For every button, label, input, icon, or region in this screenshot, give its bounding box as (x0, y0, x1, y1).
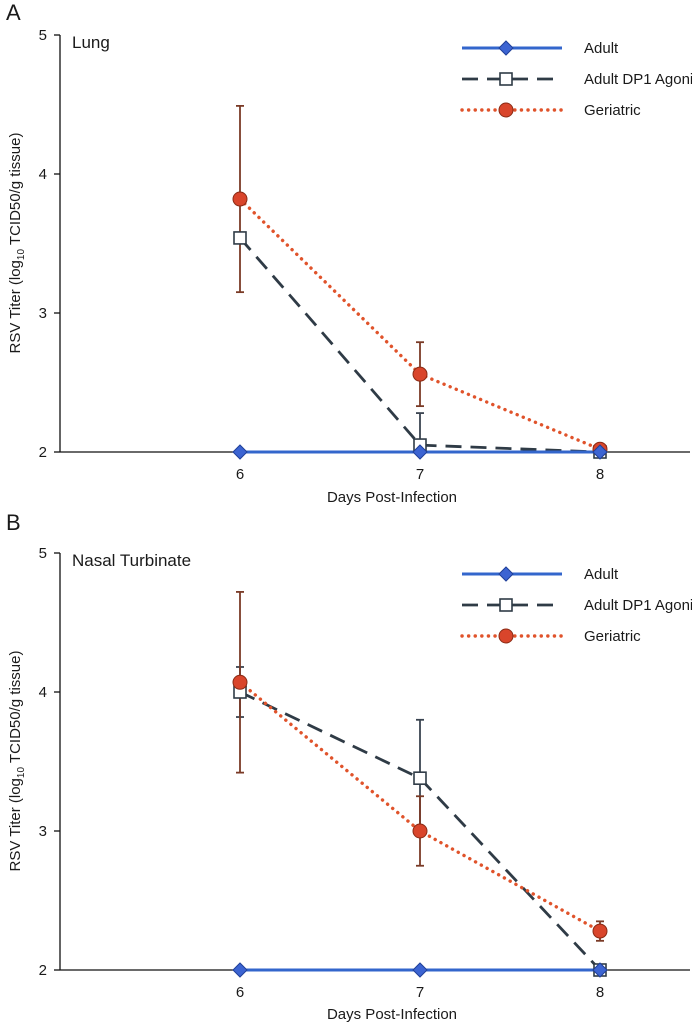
panel-a-legend-adult-marker (498, 40, 514, 56)
panel-b-legend-adult-label: Adult (584, 566, 619, 583)
panel-b-legend: Adult Adult DP1 Agonist Geriatric (460, 566, 692, 645)
panel-b-adult-point-7 (412, 962, 428, 978)
panel-b-ytick-label-5: 5 (39, 545, 47, 562)
panel-a-legend-adult-label: Adult (584, 40, 619, 57)
panel-a-legend-geriatric-marker (498, 102, 514, 118)
panel-b-xtick-label-8: 8 (596, 984, 604, 1001)
panel-b-x-title: Days Post-Infection (327, 1006, 457, 1023)
panel-a-agonist-point-6 (233, 231, 247, 245)
panel-b-ytick-label-3: 3 (39, 823, 47, 840)
panel-b-legend-agonist-label: Adult DP1 Agonist (584, 597, 692, 614)
panel-a-legend-agonist-label: Adult DP1 Agonist (584, 71, 692, 88)
panel-a-y-title-pre: RSV Titer (log (7, 260, 24, 353)
panel-b-legend-geriatric-label: Geriatric (584, 628, 641, 645)
panel-a-xtick-label-6: 6 (236, 466, 244, 483)
panel-b-geriatric-point-7 (412, 823, 428, 839)
panel-a-x-title: Days Post-Infection (327, 489, 457, 506)
panel-b-legend-agonist-marker (499, 598, 513, 612)
panel-b-geriatric-point-8 (592, 923, 608, 939)
panel-b-agonist-point-7 (413, 771, 427, 785)
panel-b-y-title-post: TCID50/g tissue) (7, 651, 24, 767)
panel-b-ytick-label-2: 2 (39, 962, 47, 979)
panel-a-geriatric-point-7 (412, 366, 428, 382)
panel-a-ytick-label-4: 4 (39, 166, 47, 183)
panel-b-ytick-label-4: 4 (39, 684, 47, 701)
panel-b-xtick-label-6: 6 (236, 984, 244, 1001)
panel-a-legend-agonist-marker (499, 72, 513, 86)
panel-a-y-title-post: TCID50/g tissue) (7, 133, 24, 249)
panel-b-y-title-sub: 10 (16, 767, 27, 779)
panel-a-ytick-label-3: 3 (39, 305, 47, 322)
panel-a: A Lung 2 3 4 5 6 7 8 Days Post-Infection RSV Titer… (6, 0, 692, 506)
panel-a-xtick-label-7: 7 (416, 466, 424, 483)
panel-b-adult-point-6 (232, 962, 248, 978)
panel-a-geriatric-point-6 (232, 191, 248, 207)
panel-a-adult-point-7 (412, 444, 428, 460)
panel-b: B Nasal Turbinate 2 3 4 5 6 7 8 Days Post-Infecti… (6, 510, 692, 1023)
panel-a-y-title: RSV Titer (log10 TCID50/g tissue) (7, 133, 27, 354)
panel-a-adult-point-6 (232, 444, 248, 460)
panel-b-xtick-label-7: 7 (416, 984, 424, 1001)
panel-a-ytick-label-2: 2 (39, 444, 47, 461)
panel-a-ytick-label-5: 5 (39, 27, 47, 44)
panel-b-legend-adult-marker (498, 566, 514, 582)
panel-a-adult-point-8 (592, 444, 608, 460)
panel-b-letter: B (6, 510, 21, 535)
panel-a-letter: A (6, 0, 21, 25)
panel-a-title: Lung (72, 33, 110, 52)
panel-b-y-title-pre: RSV Titer (log (7, 778, 24, 871)
panel-b-title: Nasal Turbinate (72, 551, 191, 570)
panel-b-adult-point-8 (592, 962, 608, 978)
panel-a-y-title-sub: 10 (16, 249, 27, 261)
panel-a-geriatric-line (238, 197, 602, 451)
panel-a-xtick-label-8: 8 (596, 466, 604, 483)
panel-b-geriatric-point-6 (232, 674, 248, 690)
panel-a-legend: Adult Adult DP1 Agonist Geriatric (460, 40, 692, 119)
panel-a-legend-geriatric-label: Geriatric (584, 102, 641, 119)
panel-b-geriatric-line (238, 680, 602, 933)
panel-b-legend-geriatric-marker (498, 628, 514, 644)
panel-b-y-title: RSV Titer (log10 TCID50/g tissue) (7, 651, 27, 872)
